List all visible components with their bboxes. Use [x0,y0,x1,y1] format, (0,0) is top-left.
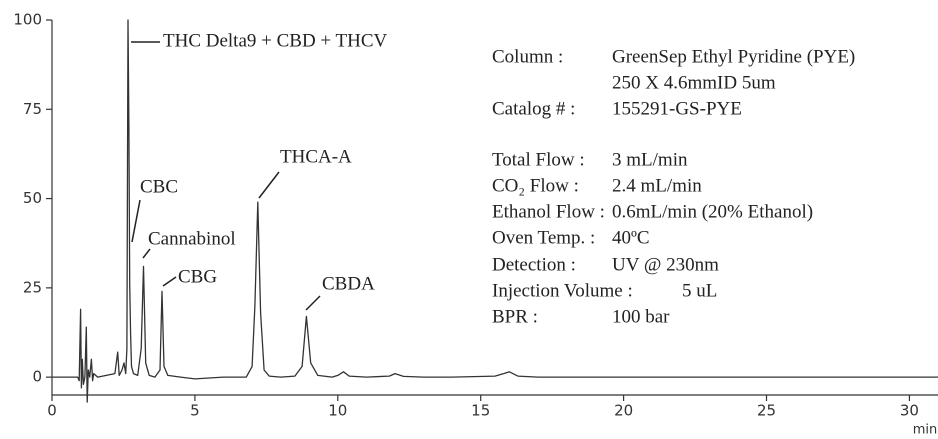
x-tick-label: 25 [757,402,776,420]
x-tick-label: 10 [328,402,347,420]
peak-label: Cannabinol [148,228,236,249]
leader-lines [131,41,321,311]
x-tick-label: 15 [471,402,490,420]
peak-label: THCA-A [280,146,352,167]
condition-value: GreenSep Ethyl Pyridine (PYE) [612,46,855,67]
condition-label: Total Flow : [492,149,585,170]
condition-label: Column : [492,46,563,67]
x-axis-label: min [913,423,938,438]
leader-line [142,248,151,259]
condition-value: 40ºC [612,227,650,248]
condition-value: 2.4 mL/min [612,175,702,196]
x-tick-label: 30 [900,402,919,420]
leader-line [305,295,321,311]
condition-value: 100 bar [612,306,670,327]
y-tick-label: 25 [23,278,42,296]
peak-label: CBDA [322,273,375,294]
y-tick-label: 0 [32,368,42,386]
condition-label: Detection : [492,254,576,275]
leader-line [162,276,177,287]
x-tick-label: 0 [47,402,57,420]
condition-value: UV @ 230nm [612,254,719,275]
condition-label: Oven Temp. : [492,227,595,248]
peak-label: THC Delta9 + CBD + THCV [163,30,388,51]
condition-label: CO₂ Flow : [492,175,579,196]
condition-label: Ethanol Flow : [492,201,605,222]
chromatogram-trace [52,19,938,403]
condition-value: 3 mL/min [612,149,688,170]
leader-line [258,171,280,199]
condition-label: BPR : [492,306,538,327]
condition-value: 155291-GS-PYE [612,98,742,119]
peak-label: CBG [178,266,217,287]
y-tick-label: 50 [23,189,42,207]
condition-value: 250 X 4.6mmID 5um [612,72,776,93]
condition-label: Injection Volume : [492,280,633,301]
condition-value: 5 uL [682,280,717,301]
x-tick-label: 5 [190,402,200,420]
x-tick-label: 20 [614,402,633,420]
y-tick-label: 75 [23,100,42,118]
peak-label: CBC [140,176,178,197]
leader-line [131,199,141,243]
y-tick-label: 100 [13,11,42,29]
condition-value: 0.6mL/min (20% Ethanol) [612,201,813,222]
condition-label: Catalog # : [492,98,575,119]
